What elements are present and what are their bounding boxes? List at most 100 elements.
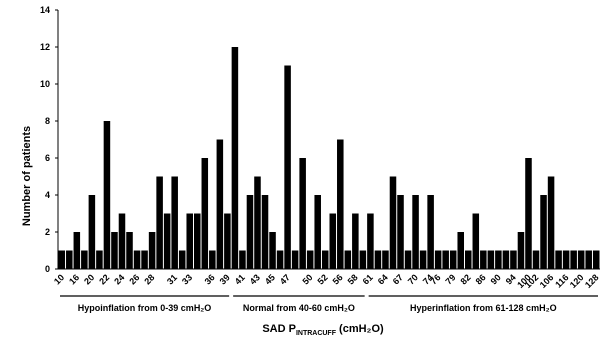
x-tick-label: 56 <box>331 272 345 286</box>
bar-67 <box>397 195 404 269</box>
x-tick-label: 31 <box>165 272 179 286</box>
x-tick-label: 28 <box>142 272 156 286</box>
x-tick-label: 82 <box>459 272 473 286</box>
bar-80 <box>457 232 464 269</box>
x-tick-label: 128 <box>583 272 601 290</box>
bar-61 <box>367 213 374 269</box>
bar-62 <box>374 250 382 269</box>
bar-58 <box>352 213 359 269</box>
x-axis-title-main: SAD P <box>262 323 296 335</box>
y-tick-label: 12 <box>40 42 50 52</box>
bar-64 <box>382 250 389 269</box>
range-groups: Hypoinflation from 0-39 cmH₂O Normal from… <box>60 295 598 313</box>
bar-29 <box>156 176 163 269</box>
x-tick-label: 39 <box>218 272 232 286</box>
bar-36 <box>209 250 216 269</box>
bar-124 <box>585 250 592 269</box>
bar-96 <box>517 232 525 269</box>
bar-34 <box>194 213 201 269</box>
bar-56 <box>337 139 344 269</box>
x-tick-label: 106 <box>538 272 556 290</box>
bar-27 <box>141 250 148 269</box>
bar-18 <box>81 250 88 269</box>
bar-79 <box>449 250 457 269</box>
bar-45 <box>269 232 276 269</box>
bar-23 <box>111 232 118 269</box>
x-tick-label: 22 <box>97 272 111 286</box>
bar-25 <box>126 232 133 269</box>
bar-110 <box>555 250 562 269</box>
x-tick-label: 79 <box>443 272 457 286</box>
bar-118 <box>570 250 577 269</box>
x-axis-tick-labels: 10 16 20 22 24 26 28 31 33 36 39 41 43 45 47 50 52 56 58 61… <box>52 272 601 290</box>
y-axis-ticks: 0 2 4 6 8 10 12 14 <box>40 5 58 274</box>
x-tick-label: 116 <box>553 272 570 289</box>
bar-82 <box>465 250 472 269</box>
bar-26 <box>133 250 141 269</box>
group-label: Hyperinflation from 61-128 cmH₂O <box>410 303 557 313</box>
x-tick-label: 76 <box>428 272 442 286</box>
bar-54 <box>329 213 337 269</box>
x-tick-label: 90 <box>489 272 503 286</box>
bar-72 <box>419 250 427 269</box>
bar-66 <box>389 176 397 269</box>
bar-48 <box>291 250 299 269</box>
bar-22 <box>103 121 111 269</box>
y-tick-label: 0 <box>45 264 50 274</box>
bar-94 <box>510 250 517 269</box>
x-axis-title-sub: INTRACUFF <box>296 330 337 337</box>
y-tick-label: 4 <box>45 190 50 200</box>
bar-44 <box>261 195 269 269</box>
bar-57 <box>344 250 352 269</box>
bar-31 <box>171 176 178 269</box>
x-tick-label: 58 <box>346 272 360 286</box>
bar-78 <box>442 250 449 269</box>
bar-24 <box>118 213 126 269</box>
bar-86 <box>480 250 487 269</box>
x-tick-label: 70 <box>406 272 420 286</box>
bar-35 <box>201 158 209 269</box>
x-tick-label: 16 <box>67 272 81 286</box>
bar-16 <box>73 232 81 269</box>
bar-13 <box>66 250 73 269</box>
x-axis-title-unit: (cmH₂O) <box>336 323 384 335</box>
bar-68 <box>404 250 412 269</box>
axes <box>57 10 600 270</box>
x-tick-label: 50 <box>300 272 314 286</box>
bar-128 <box>592 250 600 269</box>
bar-60 <box>359 250 367 269</box>
bar-102 <box>532 250 540 269</box>
x-tick-label: 10 <box>52 272 66 286</box>
bar-100 <box>525 158 532 269</box>
x-tick-label: 43 <box>248 272 262 286</box>
x-tick-label: 45 <box>263 272 277 286</box>
bar-76 <box>434 250 442 269</box>
bar-52 <box>321 250 329 269</box>
x-tick-label: 41 <box>233 272 247 286</box>
x-tick-label: 52 <box>315 272 329 286</box>
bar-50 <box>306 250 314 269</box>
y-tick-label: 10 <box>40 79 50 89</box>
x-tick-label: 20 <box>82 272 96 286</box>
x-tick-label: 36 <box>203 272 217 286</box>
bar-41 <box>239 250 246 269</box>
x-tick-label: 61 <box>361 272 375 286</box>
bar-49 <box>299 158 306 269</box>
bar-88 <box>487 250 495 269</box>
x-tick-label: 67 <box>391 272 405 286</box>
bar-74 <box>427 195 434 269</box>
x-tick-label: 33 <box>180 272 194 286</box>
bar-106 <box>547 176 555 269</box>
bar-42 <box>246 195 254 269</box>
x-tick-label: 86 <box>474 272 488 286</box>
x-tick-label: 26 <box>127 272 141 286</box>
y-axis-title-group: Number of patients <box>21 126 33 226</box>
y-tick-label: 14 <box>40 5 50 15</box>
y-tick-label: 6 <box>45 153 50 163</box>
bar-47 <box>284 65 291 269</box>
x-axis-title: SAD PINTRACUFF (cmH₂O) <box>262 323 384 337</box>
bar-70 <box>412 195 419 269</box>
y-tick-label: 2 <box>45 227 50 237</box>
bar-92 <box>502 250 510 269</box>
